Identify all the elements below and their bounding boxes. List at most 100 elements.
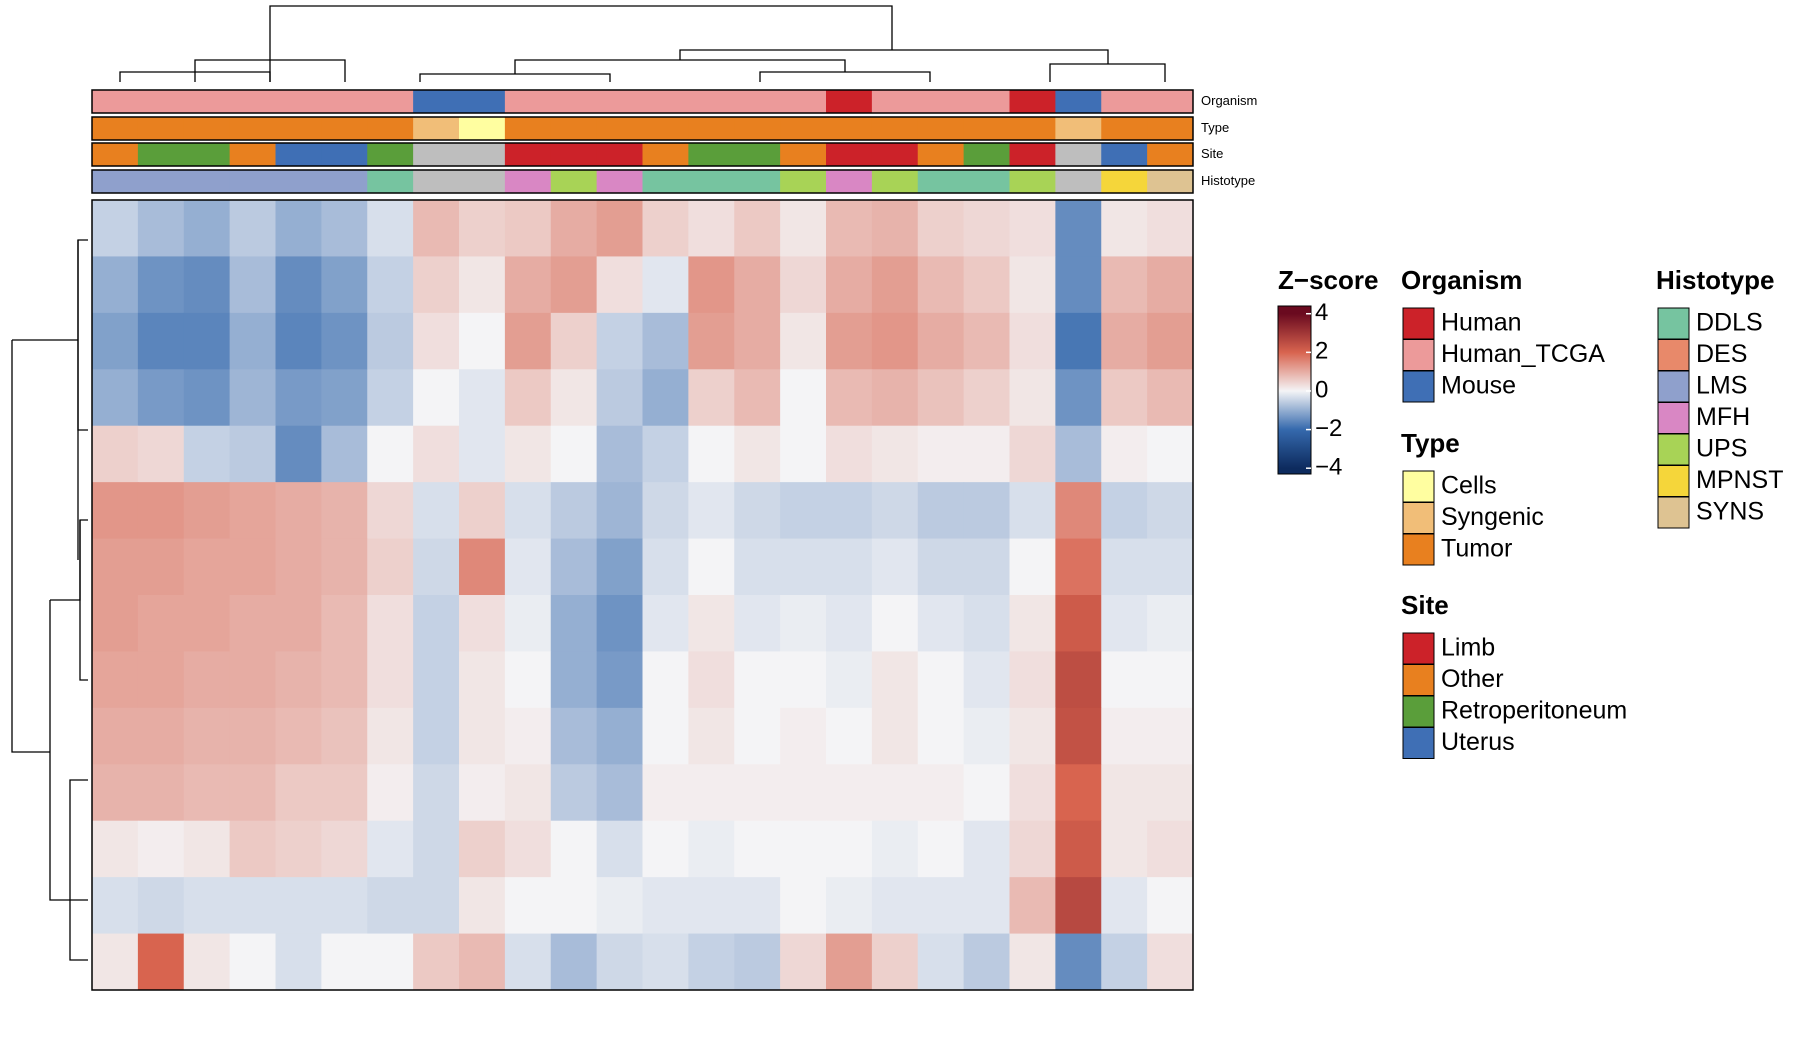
legend-label: Tumor	[1441, 535, 1512, 563]
heatmap-cell	[917, 933, 965, 991]
legend-title: Type	[1401, 428, 1460, 458]
heatmap-cell	[229, 933, 276, 991]
legend-title: Site	[1401, 590, 1449, 620]
heatmap-cell	[826, 538, 873, 596]
annotation-cell	[413, 90, 460, 113]
heatmap-cell	[917, 425, 965, 483]
annotation-cell	[688, 117, 735, 140]
heatmap-cell	[1147, 764, 1194, 822]
annotation-cell	[92, 117, 139, 140]
legend-label: Syngenic	[1441, 503, 1544, 531]
heatmap-cell	[596, 595, 643, 652]
heatmap-cell	[871, 312, 919, 370]
heatmap-cell	[734, 651, 781, 709]
legend-label: Other	[1441, 665, 1504, 693]
heatmap-cell	[917, 256, 965, 314]
heatmap-cell	[183, 538, 231, 596]
heatmap-cell	[642, 595, 689, 652]
heatmap-cell	[596, 933, 643, 991]
heatmap-cell	[275, 877, 322, 935]
annotation-cell	[550, 90, 598, 113]
heatmap-cell	[275, 538, 322, 596]
annotation-cell	[459, 90, 506, 113]
heatmap-cell	[321, 256, 368, 314]
heatmap-cell	[642, 933, 689, 991]
heatmap-cell	[321, 538, 368, 596]
heatmap-cell	[459, 312, 506, 370]
heatmap-cell	[229, 707, 276, 765]
heatmap-cell	[596, 764, 643, 822]
legend-label: Human_TCGA	[1441, 340, 1605, 368]
heatmap-cell	[963, 369, 1010, 427]
annotation-cell	[229, 90, 276, 113]
heatmap-cell	[734, 764, 781, 822]
heatmap-cell	[963, 877, 1010, 935]
heatmap-cell	[183, 820, 231, 878]
heatmap-cell	[917, 707, 965, 765]
heatmap-cell	[688, 200, 735, 257]
heatmap-cell	[596, 482, 643, 540]
heatmap-cell	[596, 369, 643, 427]
heatmap-cell	[596, 200, 643, 257]
heatmap-cell	[963, 482, 1010, 540]
annotation-cell	[1009, 143, 1056, 166]
annotation-cell	[92, 170, 139, 193]
heatmap-cell	[229, 256, 276, 314]
heatmap-cell	[137, 312, 185, 370]
heatmap-cell	[1101, 425, 1148, 483]
heatmap-cell	[413, 877, 460, 935]
heatmap-cell	[229, 595, 276, 652]
heatmap-cell	[1055, 538, 1102, 596]
heatmap-cell	[1101, 538, 1148, 596]
annotation-border	[91, 169, 1194, 194]
legend-title: Organism	[1401, 265, 1522, 295]
annotation-cell	[137, 143, 185, 166]
heatmap-cell	[688, 312, 735, 370]
heatmap-cell	[826, 595, 873, 652]
heatmap-cell	[780, 482, 827, 540]
annotation-cell	[1147, 90, 1194, 113]
heatmap-cell	[596, 707, 643, 765]
annotation-cell	[275, 90, 322, 113]
row-dendrogram	[11, 239, 88, 961]
heatmap-cell	[1055, 256, 1102, 314]
heatmap-cell	[596, 256, 643, 314]
heatmap-cell	[596, 820, 643, 878]
legend-label: DDLS	[1696, 309, 1763, 337]
heatmap-cell	[1147, 820, 1194, 878]
heatmap-cell	[1101, 933, 1148, 991]
annotation-cell	[917, 170, 965, 193]
heatmap-cell	[826, 877, 873, 935]
heatmap-cell	[826, 425, 873, 483]
annotation-cell	[642, 90, 689, 113]
heatmap-cell	[550, 538, 598, 596]
legend-title: Histotype	[1656, 265, 1774, 295]
annotation-cell	[504, 90, 552, 113]
heatmap-cell	[504, 877, 552, 935]
heatmap-cell	[688, 651, 735, 709]
heatmap-cell	[275, 482, 322, 540]
legend-label: LMS	[1696, 372, 1747, 400]
heatmap-cell	[367, 200, 414, 257]
annotation-cell	[642, 117, 689, 140]
heatmap-cell	[780, 707, 827, 765]
heatmap-cell	[321, 933, 368, 991]
heatmap-cell	[413, 200, 460, 257]
heatmap-cell	[688, 933, 735, 991]
heatmap-cell	[871, 369, 919, 427]
heatmap-cell	[734, 820, 781, 878]
annotation-cell	[917, 117, 965, 140]
heatmap-cell	[229, 538, 276, 596]
heatmap-cell	[504, 764, 552, 822]
annotation-cell	[183, 143, 231, 166]
heatmap-cell	[871, 538, 919, 596]
heatmap-cell	[321, 425, 368, 483]
heatmap-cell	[642, 200, 689, 257]
heatmap-cell	[137, 764, 185, 822]
heatmap-cell	[183, 369, 231, 427]
heatmap-cell	[1009, 651, 1056, 709]
heatmap-cell	[1009, 256, 1056, 314]
heatmap-cell	[137, 820, 185, 878]
heatmap-cell	[688, 707, 735, 765]
annotation-cell	[92, 90, 139, 113]
